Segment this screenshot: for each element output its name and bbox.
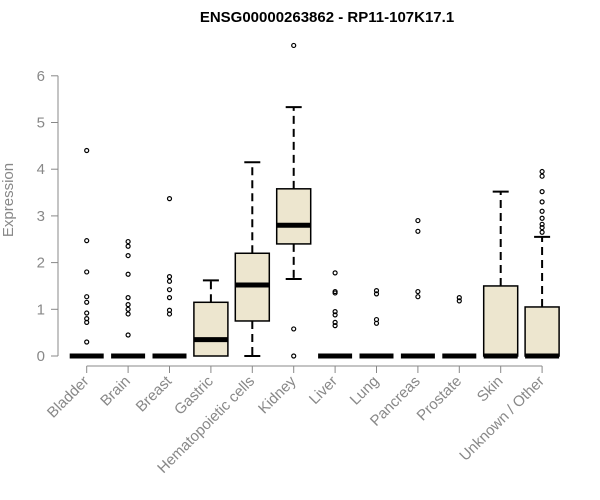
box-hematopoietic-cells: [234, 161, 271, 357]
outlier-point: [84, 299, 90, 305]
outlier-point: [125, 332, 131, 338]
outlier-point: [166, 274, 173, 280]
x-tick-label: Bladder: [44, 373, 93, 422]
outlier-point: [332, 309, 338, 315]
outlier-point: [415, 288, 421, 295]
x-tick-label: Prostate: [414, 373, 466, 425]
outlier-point: [456, 298, 462, 304]
chart-title: ENSG00000263862 - RP11-107K17.1: [200, 9, 454, 26]
outlier-point: [166, 278, 173, 284]
outlier-point: [373, 291, 380, 297]
outlier-point: [125, 243, 131, 249]
x-tick-label: Brain: [97, 373, 134, 410]
outlier-point: [415, 294, 421, 300]
box-pancreas: [400, 217, 435, 359]
outlier-point: [539, 173, 545, 179]
y-tick-label: 4: [37, 161, 45, 178]
y-axis-label: Expression: [0, 163, 17, 237]
outlier-point: [291, 353, 297, 359]
outlier-point: [539, 229, 545, 235]
outlier-point: [539, 199, 545, 205]
outlier-point: [539, 189, 545, 195]
outlier-point: [539, 215, 545, 221]
outlier-point: [125, 238, 131, 245]
outlier-point: [332, 319, 338, 325]
x-tick-label: Kidney: [255, 372, 300, 417]
outlier-point: [291, 42, 297, 49]
outlier-point: [332, 290, 338, 296]
x-tick-label: Liver: [306, 373, 341, 408]
outlier-point: [332, 270, 338, 276]
box-bladder: [69, 147, 104, 359]
outlier-point: [539, 208, 545, 214]
box-iqr: [193, 301, 229, 357]
outlier-point: [373, 320, 380, 326]
box-iqr: [275, 188, 312, 245]
box-gastric: [193, 279, 229, 357]
outlier-point: [84, 238, 90, 244]
y-axis: 0 1 2 3 4 5 6: [37, 68, 59, 365]
outlier-point: [415, 228, 421, 234]
box-prostate: [442, 295, 477, 359]
outlier-point: [125, 295, 131, 301]
outlier-point: [166, 196, 173, 202]
box-brain: [111, 238, 146, 359]
y-tick-label: 2: [37, 255, 45, 272]
y-tick-label: 3: [37, 208, 45, 225]
outlier-point: [125, 271, 131, 277]
outlier-point: [125, 252, 131, 259]
outlier-point: [415, 217, 421, 224]
outlier-point: [539, 221, 545, 227]
outlier-point: [456, 295, 462, 301]
y-tick-label: 1: [37, 301, 45, 318]
box-skin: [482, 190, 519, 359]
outlier-point: [125, 306, 131, 312]
x-tick-label: Breast: [133, 372, 176, 415]
outlier-point: [125, 311, 131, 317]
outlier-point: [84, 310, 90, 316]
outlier-point: [84, 147, 90, 154]
box-liver: [318, 270, 353, 359]
outlier-point: [125, 302, 131, 308]
outlier-point: [84, 294, 90, 300]
y-tick-label: 6: [37, 68, 45, 85]
y-tick-label: 0: [37, 348, 45, 365]
outlier-point: [166, 295, 173, 301]
outlier-point: [332, 323, 338, 329]
box-breast: [152, 196, 187, 359]
outlier-point: [291, 326, 297, 332]
box-kidney: [275, 42, 312, 359]
outlier-point: [332, 312, 338, 318]
box-lung: [359, 288, 394, 359]
x-tick-label: Lung: [347, 373, 383, 409]
box-unknown-other: [524, 168, 560, 359]
outlier-point: [84, 269, 90, 275]
outlier-point: [84, 319, 90, 325]
x-tick-label: Skin: [474, 373, 507, 406]
y-tick-label: 5: [37, 115, 45, 132]
box-iqr: [482, 285, 519, 357]
plot-area: [69, 42, 560, 359]
outlier-point: [166, 287, 173, 293]
outlier-point: [84, 339, 90, 345]
outlier-point: [166, 311, 173, 317]
box-iqr: [524, 306, 560, 357]
outlier-point: [539, 168, 545, 175]
outlier-point: [539, 224, 545, 231]
outlier-point: [373, 288, 380, 294]
